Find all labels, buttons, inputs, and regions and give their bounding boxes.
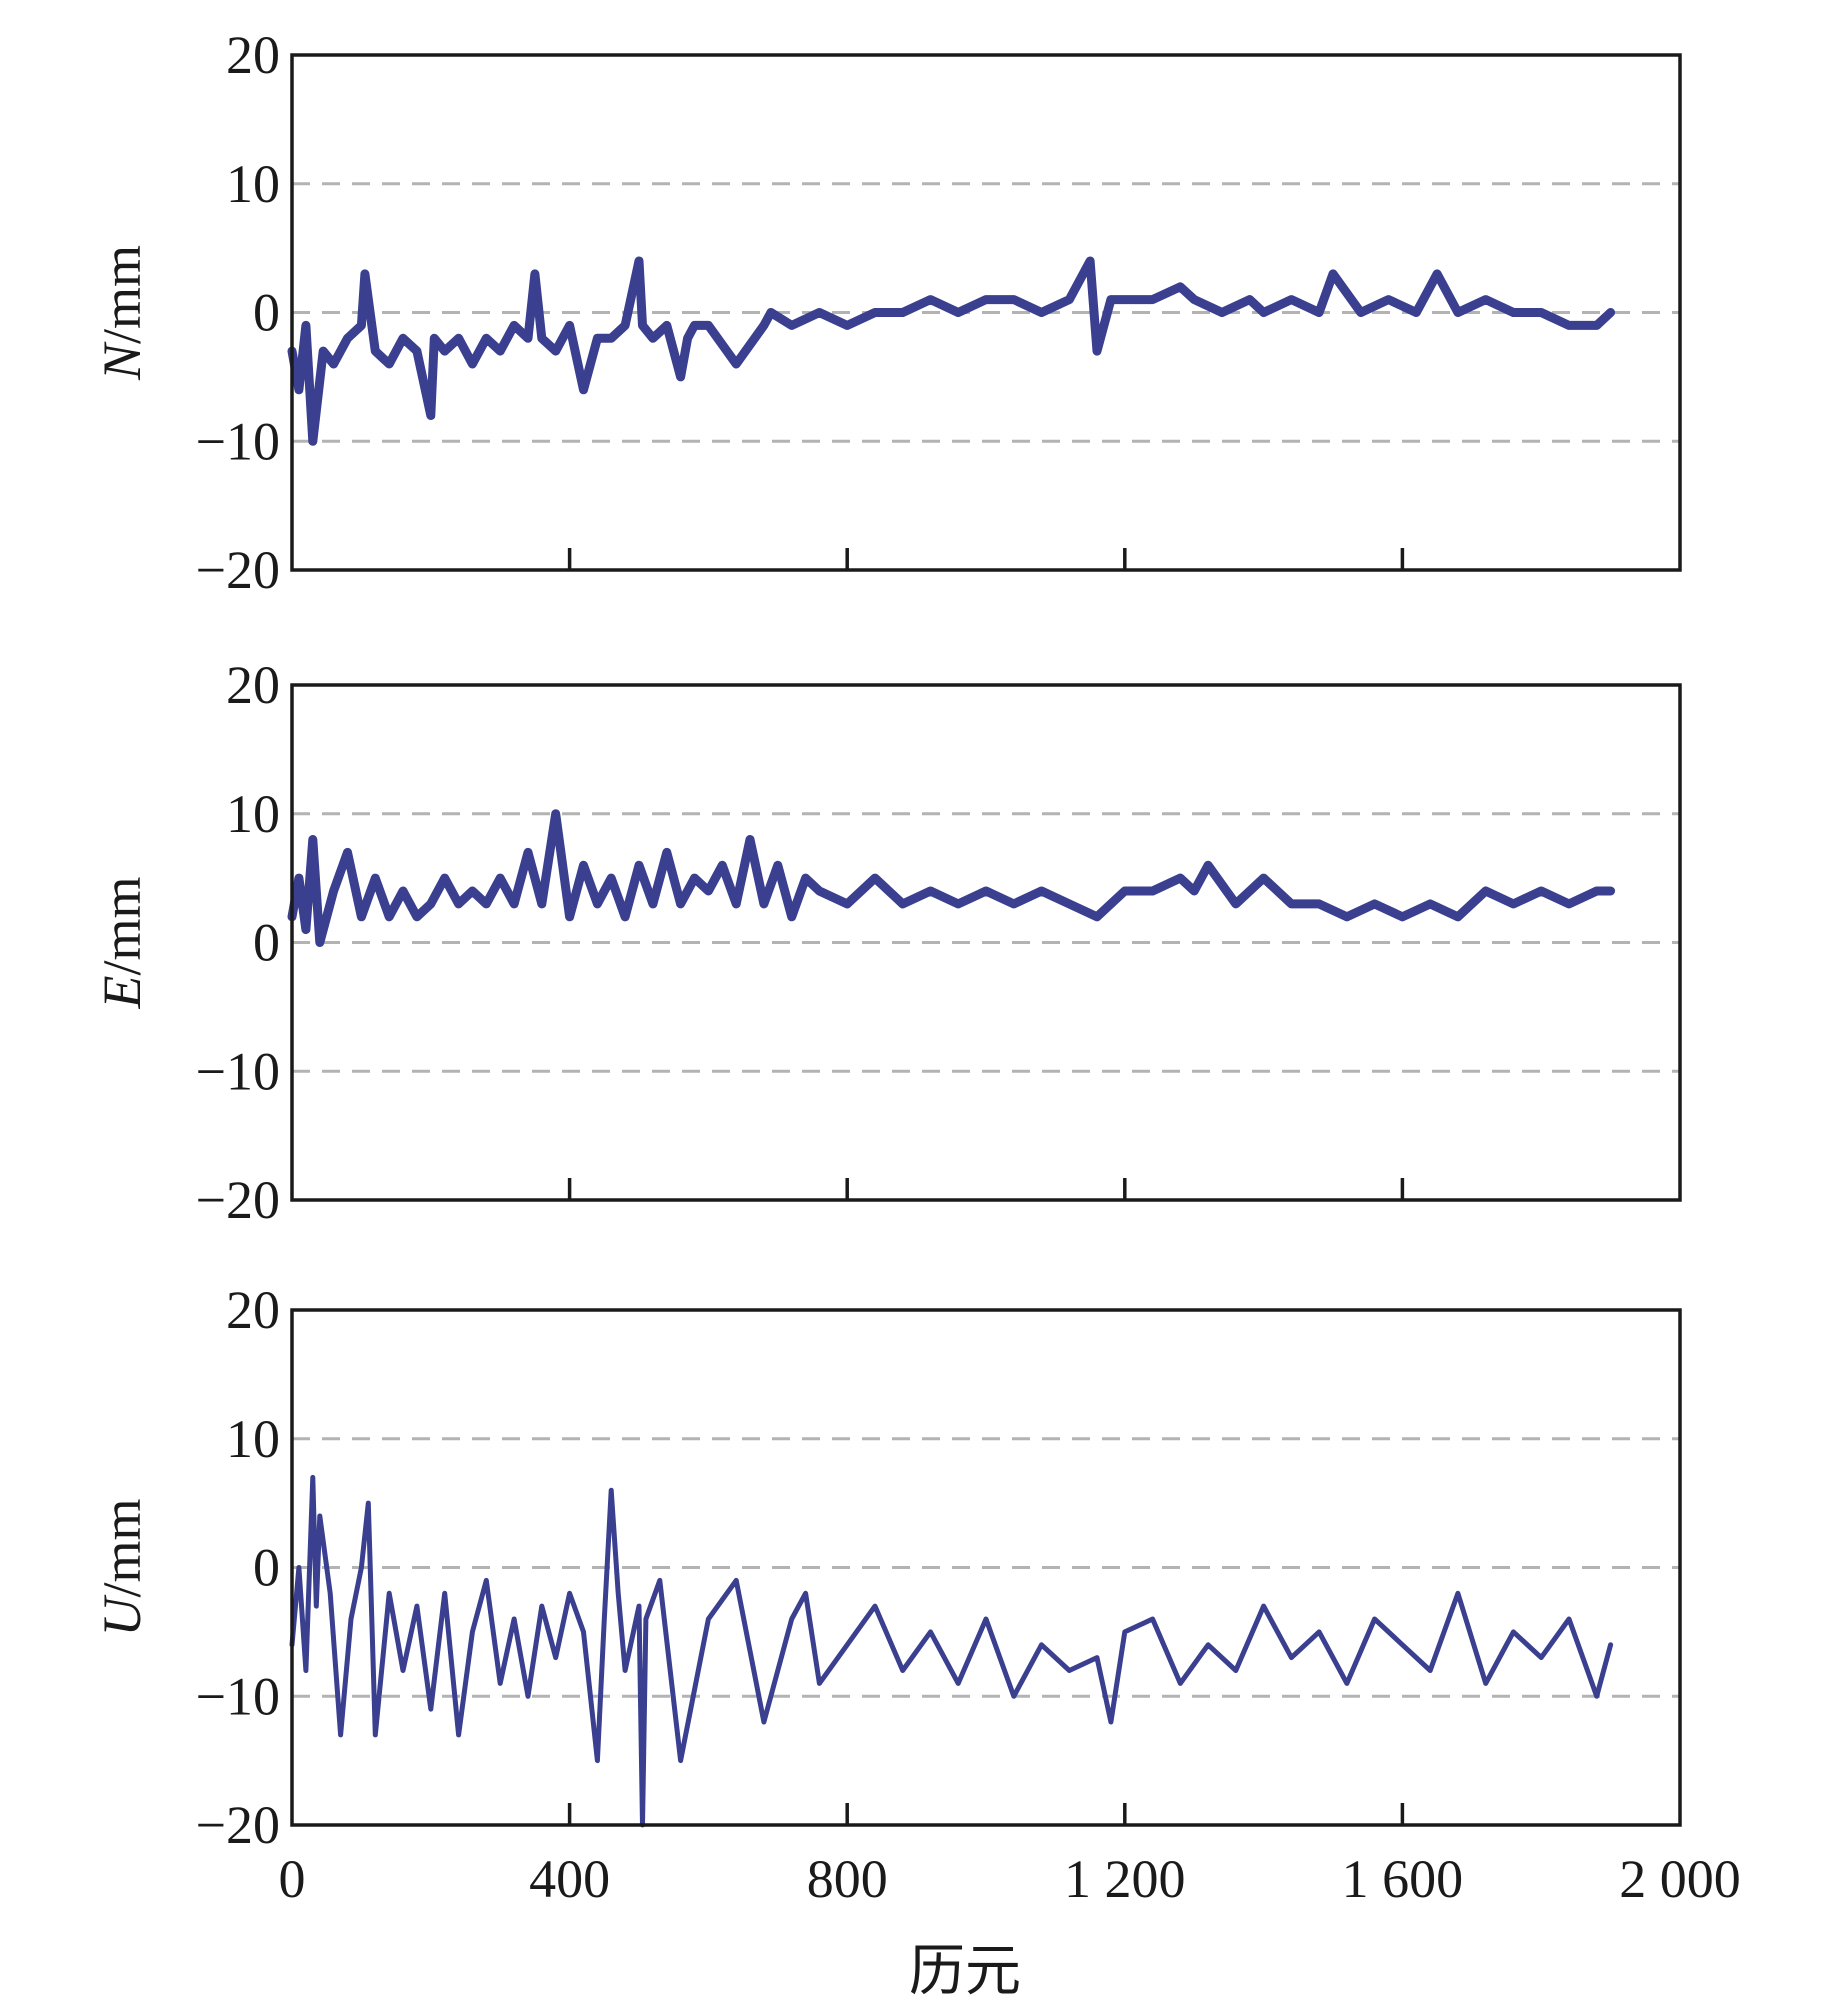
east-y-axis-variable: E [92, 976, 152, 1010]
north-y-axis-unit: /mm [92, 245, 152, 344]
up-y-tick-label: −20 [196, 1795, 280, 1855]
up-y-tick-label: 10 [226, 1409, 280, 1469]
east-plot-frame [290, 683, 1682, 1202]
up-y-axis-variable: U [92, 1595, 152, 1637]
up-x-tick-label: 2 000 [1619, 1849, 1741, 1909]
north-y-tick-label: 10 [226, 154, 280, 214]
east-y-axis-label: E/mm [92, 876, 152, 1009]
up-x-tick-label: 800 [807, 1849, 888, 1909]
east-y-tick-label: −10 [196, 1041, 280, 1101]
north-y-tick-label: −20 [196, 540, 280, 600]
east-series-line [287, 809, 1616, 947]
north-series-line [287, 256, 1616, 446]
north-y-axis-variable: N [92, 341, 152, 381]
east-y-tick-label: −20 [196, 1170, 280, 1230]
up-x-tick-label: 400 [529, 1849, 610, 1909]
north-y-tick-label: 0 [253, 283, 280, 343]
east-y-tick-label: 10 [226, 784, 280, 844]
east-y-tick-label: 20 [226, 655, 280, 715]
panel-east: 20 10 0 −10 −20 E/mm [92, 655, 1682, 1230]
up-x-tick-label: 1 200 [1064, 1849, 1186, 1909]
up-series-line [289, 1474, 1614, 1828]
up-plot-frame [290, 1308, 1682, 1827]
up-x-tick-label: 0 [279, 1849, 306, 1909]
north-y-tick-label: 20 [226, 25, 280, 85]
up-y-tick-label: 20 [226, 1280, 280, 1340]
x-axis-label: 历元 [909, 1939, 1021, 2004]
north-y-axis-label: N/mm [92, 245, 152, 381]
up-y-tick-label: 0 [253, 1538, 280, 1598]
north-y-tick-label: −10 [196, 411, 280, 471]
up-y-axis-unit: /mm [92, 1498, 152, 1597]
up-x-tick-label: 1 600 [1342, 1849, 1464, 1909]
up-y-tick-label: −10 [196, 1666, 280, 1726]
east-y-tick-label: 0 [253, 913, 280, 973]
panel-north: 20 10 0 −10 −20 N/mm [92, 25, 1682, 600]
north-plot-frame [290, 53, 1682, 572]
east-y-axis-unit: /mm [92, 876, 152, 975]
up-y-axis-label: U/mm [92, 1498, 152, 1636]
